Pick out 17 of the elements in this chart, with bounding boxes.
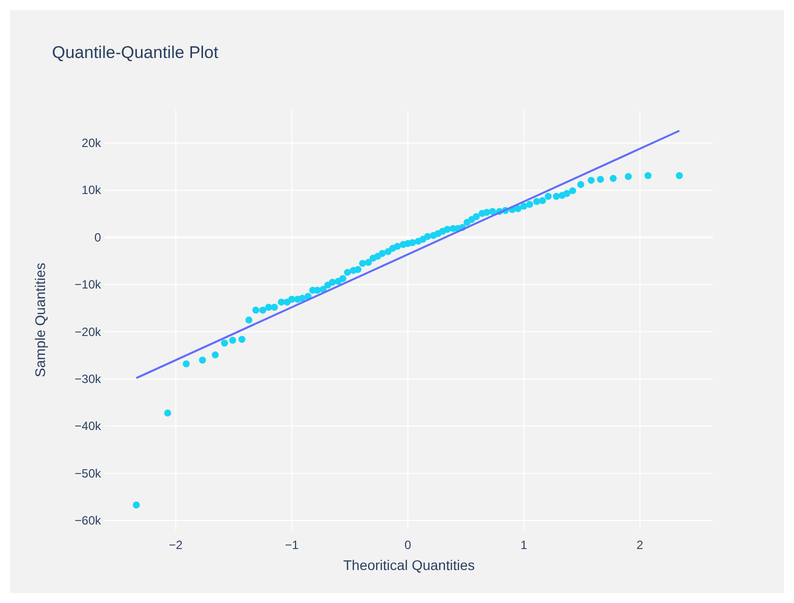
y-tick-label: −40k: [74, 419, 102, 434]
x-axis-title: Theoritical Quantities: [343, 557, 475, 573]
x-tick-label: 2: [636, 538, 644, 552]
y-tick-label: −60k: [74, 514, 102, 528]
y-tick-label: 10k: [82, 183, 102, 198]
y-tick-label: 0: [94, 230, 102, 244]
x-tick-label: 1: [520, 538, 528, 552]
x-tick-label: −1: [284, 538, 299, 552]
x-tick-label: 0: [404, 538, 412, 552]
chart-title: Quantile-Quantile Plot: [52, 43, 219, 62]
y-tick-label: 20k: [82, 136, 102, 150]
x-tick-label: −2: [168, 538, 183, 552]
y-tick-label: −50k: [74, 466, 102, 480]
y-tick-label: −30k: [74, 372, 102, 386]
y-tick-label: −10k: [74, 278, 102, 292]
y-tick-label: −20k: [74, 324, 102, 339]
y-axis-title: Sample Quantities: [32, 262, 48, 378]
